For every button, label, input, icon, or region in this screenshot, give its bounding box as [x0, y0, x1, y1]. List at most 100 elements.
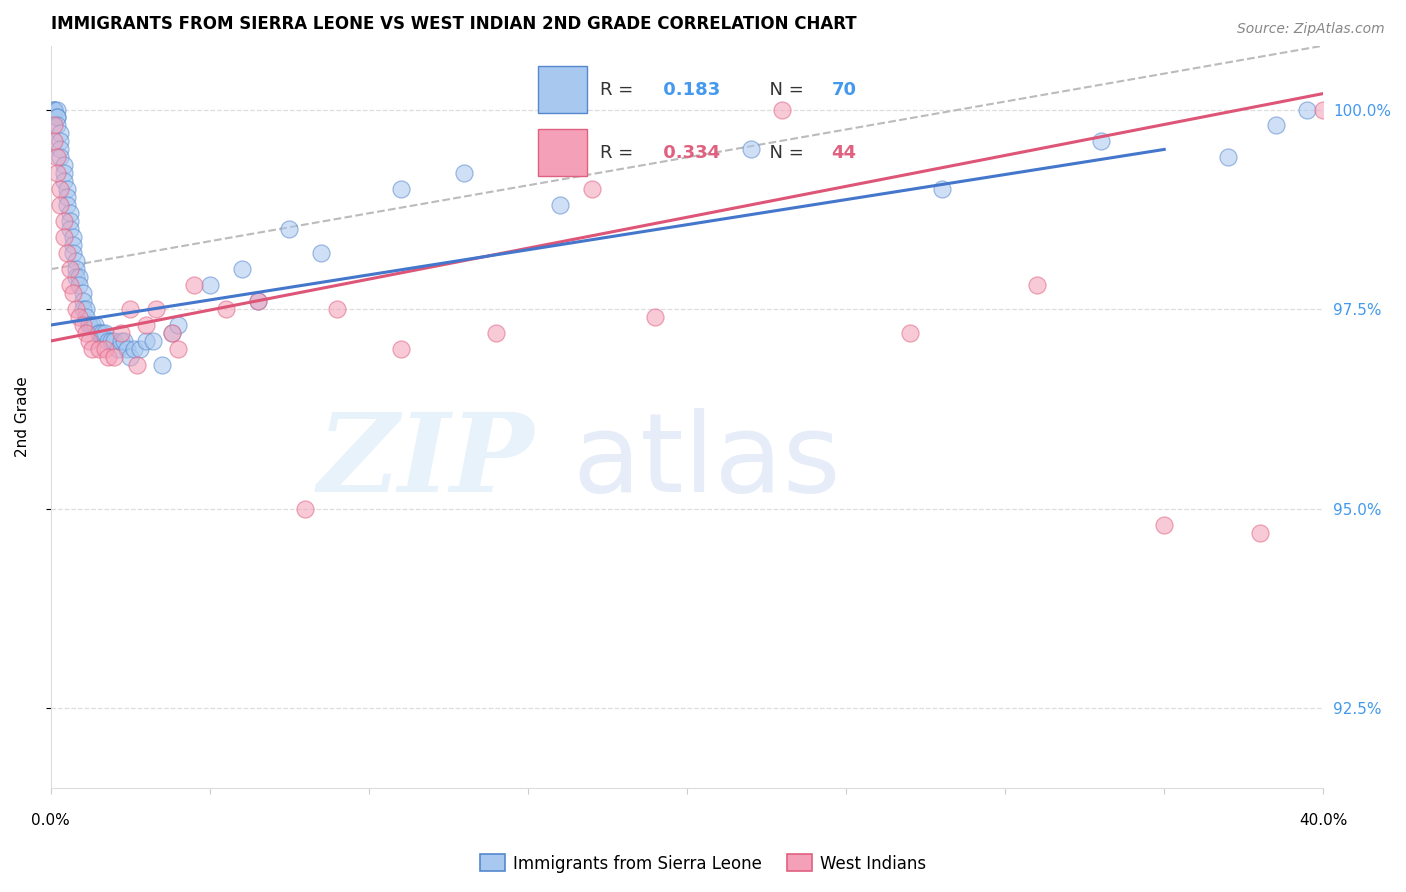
- Point: [167, 318, 190, 332]
- Text: 0.0%: 0.0%: [31, 813, 70, 828]
- Point: [82, 318, 104, 332]
- Point: [110, 334, 132, 348]
- Point: [898, 326, 921, 340]
- Point: [453, 166, 475, 180]
- Point: [49, 150, 72, 164]
- Point: [1249, 525, 1271, 540]
- Point: [135, 318, 157, 332]
- Point: [59, 206, 82, 220]
- Point: [389, 182, 412, 196]
- Point: [46, 119, 69, 133]
- Point: [55, 198, 77, 212]
- Point: [49, 182, 72, 196]
- Point: [77, 318, 100, 332]
- Point: [97, 334, 120, 348]
- Point: [49, 127, 72, 141]
- Point: [120, 301, 142, 316]
- Point: [59, 214, 82, 228]
- Point: [49, 135, 72, 149]
- Point: [65, 301, 87, 316]
- Text: 40.0%: 40.0%: [1299, 813, 1347, 828]
- Point: [49, 143, 72, 157]
- Point: [107, 342, 129, 356]
- Point: [87, 342, 110, 356]
- Y-axis label: 2nd Grade: 2nd Grade: [15, 376, 30, 458]
- Point: [46, 166, 69, 180]
- Point: [278, 222, 301, 236]
- Point: [309, 246, 332, 260]
- Point: [246, 294, 269, 309]
- Point: [120, 350, 142, 364]
- Point: [72, 318, 94, 332]
- Point: [115, 342, 138, 356]
- Point: [69, 310, 91, 324]
- Point: [52, 158, 75, 172]
- Point: [55, 190, 77, 204]
- Point: [77, 318, 100, 332]
- Point: [94, 342, 117, 356]
- Point: [94, 326, 117, 340]
- Point: [103, 334, 125, 348]
- Point: [42, 119, 65, 133]
- Point: [52, 214, 75, 228]
- Point: [49, 198, 72, 212]
- Point: [160, 326, 183, 340]
- Point: [129, 342, 152, 356]
- Text: Source: ZipAtlas.com: Source: ZipAtlas.com: [1237, 22, 1385, 37]
- Point: [52, 166, 75, 180]
- Point: [65, 254, 87, 268]
- Point: [87, 326, 110, 340]
- Point: [62, 238, 84, 252]
- Point: [42, 103, 65, 117]
- Point: [62, 246, 84, 260]
- Point: [1090, 135, 1112, 149]
- Point: [198, 278, 221, 293]
- Point: [59, 278, 82, 293]
- Point: [77, 334, 100, 348]
- Text: IMMIGRANTS FROM SIERRA LEONE VS WEST INDIAN 2ND GRADE CORRELATION CHART: IMMIGRANTS FROM SIERRA LEONE VS WEST IND…: [51, 15, 856, 33]
- Point: [112, 334, 135, 348]
- Point: [52, 174, 75, 188]
- Point: [1026, 278, 1049, 293]
- Point: [55, 246, 77, 260]
- Point: [90, 326, 112, 340]
- Point: [46, 103, 69, 117]
- Point: [125, 358, 148, 372]
- Point: [1264, 119, 1286, 133]
- Point: [75, 326, 97, 340]
- Point: [167, 342, 190, 356]
- Point: [150, 358, 173, 372]
- Point: [62, 286, 84, 301]
- Point: [69, 270, 91, 285]
- Point: [1312, 103, 1334, 117]
- Point: [246, 294, 269, 309]
- Point: [69, 278, 91, 293]
- Point: [135, 334, 157, 348]
- Point: [122, 342, 145, 356]
- Text: atlas: atlas: [572, 408, 841, 515]
- Point: [183, 278, 205, 293]
- Point: [46, 111, 69, 125]
- Point: [772, 103, 794, 117]
- Point: [59, 222, 82, 236]
- Point: [1296, 103, 1319, 117]
- Point: [389, 342, 412, 356]
- Point: [72, 301, 94, 316]
- Point: [1216, 150, 1239, 164]
- Point: [72, 294, 94, 309]
- Point: [231, 262, 253, 277]
- Point: [75, 301, 97, 316]
- Point: [1153, 517, 1175, 532]
- Point: [84, 318, 107, 332]
- Point: [145, 301, 167, 316]
- Point: [581, 182, 603, 196]
- Point: [485, 326, 508, 340]
- Point: [46, 111, 69, 125]
- Text: ZIP: ZIP: [318, 408, 534, 515]
- Point: [59, 262, 82, 277]
- Point: [931, 182, 953, 196]
- Point: [326, 301, 349, 316]
- Point: [42, 103, 65, 117]
- Point: [52, 230, 75, 244]
- Point: [75, 310, 97, 324]
